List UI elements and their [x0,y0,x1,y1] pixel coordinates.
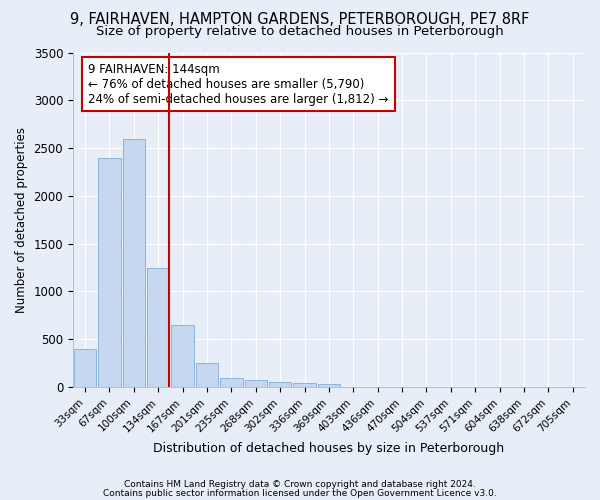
Bar [98,158,121,387]
Bar [147,268,169,387]
Bar [318,384,340,387]
Bar [196,363,218,387]
Text: Contains HM Land Registry data © Crown copyright and database right 2024.: Contains HM Land Registry data © Crown c… [124,480,476,489]
Bar [220,378,242,387]
Bar [172,325,194,387]
Text: 9 FAIRHAVEN: 144sqm
← 76% of detached houses are smaller (5,790)
24% of semi-det: 9 FAIRHAVEN: 144sqm ← 76% of detached ho… [88,62,389,106]
Bar [269,382,292,387]
X-axis label: Distribution of detached houses by size in Peterborough: Distribution of detached houses by size … [154,442,505,455]
Text: Size of property relative to detached houses in Peterborough: Size of property relative to detached ho… [96,25,504,38]
Bar [122,138,145,387]
Bar [293,383,316,387]
Y-axis label: Number of detached properties: Number of detached properties [15,127,28,313]
Bar [245,380,267,387]
Text: 9, FAIRHAVEN, HAMPTON GARDENS, PETERBOROUGH, PE7 8RF: 9, FAIRHAVEN, HAMPTON GARDENS, PETERBORO… [70,12,530,28]
Text: Contains public sector information licensed under the Open Government Licence v3: Contains public sector information licen… [103,490,497,498]
Bar [74,349,97,387]
